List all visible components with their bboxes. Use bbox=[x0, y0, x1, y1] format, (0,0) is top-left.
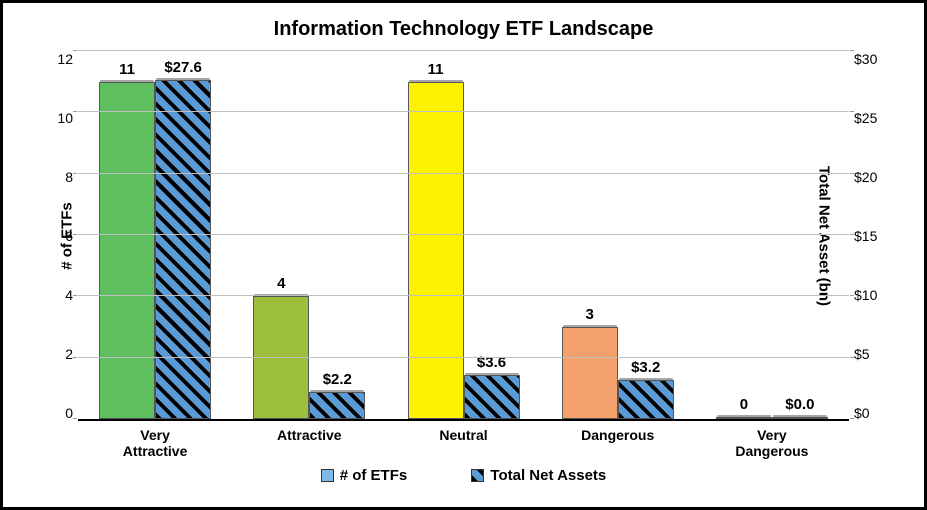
data-label-etf-count: 3 bbox=[563, 306, 617, 323]
y-right-tick: $10 bbox=[854, 287, 889, 303]
data-label-assets: $27.6 bbox=[156, 59, 210, 76]
data-label-assets: $3.2 bbox=[619, 359, 673, 376]
bar-etf-count: 4 bbox=[253, 296, 309, 419]
y-left-tick: 4 bbox=[48, 287, 73, 303]
y-right-tick: $30 bbox=[854, 51, 889, 67]
bar-group: 11$27.6 bbox=[78, 51, 232, 419]
legend-item-assets: Total Net Assets bbox=[471, 467, 606, 484]
plot-wrap: # of ETFs Total Net Asset (bn) 024681012… bbox=[78, 51, 849, 421]
y-right-tick: $5 bbox=[854, 346, 889, 362]
y-left-tick: 0 bbox=[48, 405, 73, 421]
legend-swatch-assets bbox=[471, 469, 484, 482]
legend-label-etfs: # of ETFs bbox=[340, 467, 408, 484]
x-axis-label: Attractive bbox=[232, 427, 386, 459]
legend-label-assets: Total Net Assets bbox=[490, 467, 606, 484]
bar-assets: $27.6 bbox=[155, 80, 211, 419]
bar-etf-count: 3 bbox=[562, 327, 618, 419]
plot-area: 11$27.64$2.211$3.63$3.20$0.0 bbox=[78, 51, 849, 421]
grid-line bbox=[78, 234, 849, 235]
bar-assets: $0.0 bbox=[772, 417, 828, 419]
bar-group: 11$3.6 bbox=[386, 51, 540, 419]
grid-line bbox=[78, 173, 849, 174]
y-left-ticks: 0 2 4 6 8 10 12 bbox=[48, 51, 73, 421]
bar-group: 4$2.2 bbox=[232, 51, 386, 419]
y-right-tick: $20 bbox=[854, 169, 889, 185]
grid-line bbox=[78, 357, 849, 358]
bar-groups: 11$27.64$2.211$3.63$3.20$0.0 bbox=[78, 51, 849, 419]
legend: # of ETFs Total Net Assets bbox=[23, 467, 904, 486]
grid-line bbox=[78, 295, 849, 296]
y-left-tick: 6 bbox=[48, 228, 73, 244]
data-label-etf-count: 0 bbox=[717, 396, 771, 413]
data-label-etf-count: 11 bbox=[100, 61, 154, 78]
chart-title: Information Technology ETF Landscape bbox=[23, 18, 904, 41]
x-axis-label: VeryAttractive bbox=[78, 427, 232, 459]
x-axis-label: Dangerous bbox=[541, 427, 695, 459]
y-right-tick: $15 bbox=[854, 228, 889, 244]
y-left-tick: 2 bbox=[48, 346, 73, 362]
data-label-assets: $0.0 bbox=[773, 396, 827, 413]
grid-line bbox=[78, 50, 849, 51]
bar-group: 3$3.2 bbox=[541, 51, 695, 419]
chart-frame: Information Technology ETF Landscape # o… bbox=[0, 0, 927, 510]
bar-assets: $2.2 bbox=[309, 392, 365, 419]
y-left-tick: 10 bbox=[48, 110, 73, 126]
data-label-etf-count: 11 bbox=[409, 61, 463, 78]
bar-etf-count: 11 bbox=[99, 82, 155, 419]
y-left-tick: 12 bbox=[48, 51, 73, 67]
y-right-tick: $25 bbox=[854, 110, 889, 126]
legend-item-etfs: # of ETFs bbox=[321, 467, 408, 484]
bar-etf-count: 0 bbox=[716, 417, 772, 419]
y-left-tick: 8 bbox=[48, 169, 73, 185]
data-label-etf-count: 4 bbox=[254, 275, 308, 292]
grid-line bbox=[78, 111, 849, 112]
bar-assets: $3.6 bbox=[464, 375, 520, 419]
x-axis-label: VeryDangerous bbox=[695, 427, 849, 459]
x-axis-labels: VeryAttractiveAttractiveNeutralDangerous… bbox=[78, 427, 849, 459]
x-axis-label: Neutral bbox=[386, 427, 540, 459]
y-right-tick: $0 bbox=[854, 405, 889, 421]
legend-swatch-etfs bbox=[321, 469, 334, 482]
y-right-ticks: $0 $5 $10 $15 $20 $25 $30 bbox=[854, 51, 889, 421]
bar-etf-count: 11 bbox=[408, 82, 464, 419]
data-label-assets: $2.2 bbox=[310, 371, 364, 388]
bar-group: 0$0.0 bbox=[695, 51, 849, 419]
bar-assets: $3.2 bbox=[618, 380, 674, 419]
